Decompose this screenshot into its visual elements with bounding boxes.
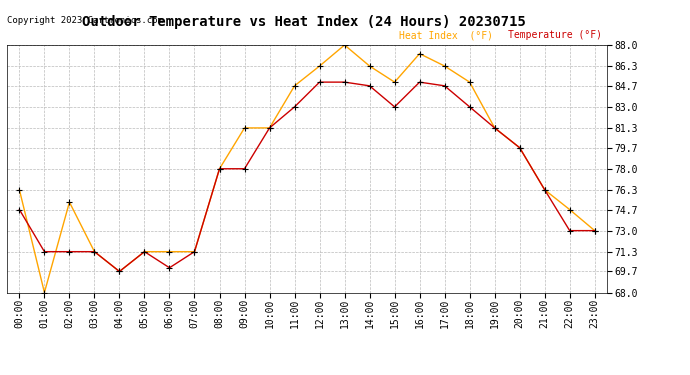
Heat Index  (°F) [391, 80, 399, 84]
Heat Index  (°F) [190, 249, 199, 254]
Temperature (°F) [340, 80, 348, 84]
Temperature (°F) [315, 80, 324, 84]
Temperature (°F) [15, 207, 23, 212]
Temperature (°F) [566, 228, 574, 233]
Heat Index  (°F) [440, 64, 449, 68]
Temperature (°F) [591, 228, 599, 233]
Temperature (°F) [66, 249, 74, 254]
Text: Copyright 2023 Cartronics.com: Copyright 2023 Cartronics.com [7, 16, 163, 25]
Temperature (°F) [540, 188, 549, 192]
Temperature (°F) [391, 105, 399, 109]
Temperature (°F) [290, 105, 299, 109]
Heat Index  (°F) [566, 207, 574, 212]
Temperature (°F) [266, 126, 274, 130]
Text: Outdoor Temperature vs Heat Index (24 Hours) 20230715: Outdoor Temperature vs Heat Index (24 Ho… [81, 15, 526, 29]
Temperature (°F) [215, 166, 224, 171]
Heat Index  (°F) [540, 188, 549, 192]
Temperature (°F) [491, 126, 499, 130]
Heat Index  (°F) [266, 126, 274, 130]
Heat Index  (°F) [115, 269, 124, 274]
Heat Index  (°F) [40, 290, 48, 295]
Temperature (°F) [90, 249, 99, 254]
Heat Index  (°F) [366, 64, 374, 68]
Temperature (°F) [115, 269, 124, 274]
Heat Index  (°F) [215, 166, 224, 171]
Heat Index  (°F) [166, 249, 174, 254]
Legend: Heat Index  (°F), Temperature (°F): Heat Index (°F), Temperature (°F) [386, 30, 602, 40]
Temperature (°F) [190, 249, 199, 254]
Heat Index  (°F) [15, 188, 23, 192]
Heat Index  (°F) [491, 126, 499, 130]
Line: Temperature (°F): Temperature (°F) [17, 80, 598, 274]
Line: Heat Index  (°F): Heat Index (°F) [17, 42, 598, 295]
Temperature (°F) [466, 105, 474, 109]
Heat Index  (°F) [340, 43, 348, 47]
Heat Index  (°F) [90, 249, 99, 254]
Temperature (°F) [166, 266, 174, 270]
Heat Index  (°F) [466, 80, 474, 84]
Temperature (°F) [440, 84, 449, 88]
Heat Index  (°F) [240, 126, 248, 130]
Heat Index  (°F) [140, 249, 148, 254]
Heat Index  (°F) [415, 51, 424, 56]
Temperature (°F) [415, 80, 424, 84]
Heat Index  (°F) [591, 228, 599, 233]
Heat Index  (°F) [290, 84, 299, 88]
Heat Index  (°F) [515, 146, 524, 150]
Heat Index  (°F) [66, 200, 74, 204]
Temperature (°F) [140, 249, 148, 254]
Temperature (°F) [240, 166, 248, 171]
Temperature (°F) [40, 249, 48, 254]
Temperature (°F) [515, 146, 524, 150]
Temperature (°F) [366, 84, 374, 88]
Heat Index  (°F) [315, 64, 324, 68]
